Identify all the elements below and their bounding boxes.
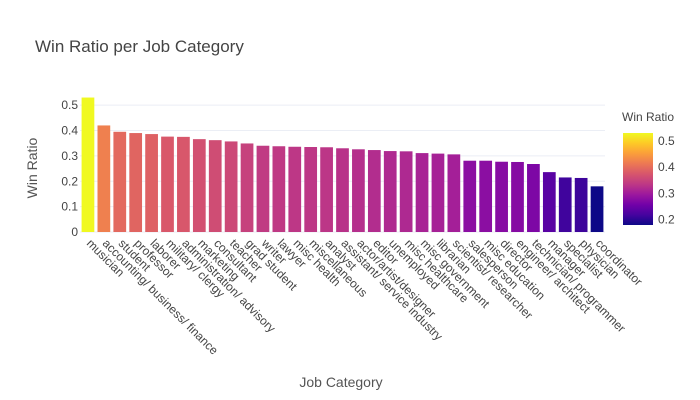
colorbar-ticks: 0.2 0.3 0.4 0.5	[658, 134, 675, 227]
bar	[145, 134, 158, 232]
bar	[113, 131, 127, 232]
bar	[352, 149, 365, 232]
colorbar-title: Win Ratio	[622, 110, 674, 124]
bar	[431, 153, 445, 232]
bar	[383, 151, 397, 232]
bar	[495, 161, 508, 232]
bar	[272, 146, 286, 232]
colorbar-tick-label: 0.2	[658, 213, 675, 227]
bar	[97, 125, 111, 232]
bar	[511, 161, 524, 232]
bar	[208, 140, 222, 232]
y-tick-label: 0.1	[61, 200, 78, 214]
y-tick-label: 0.2	[61, 174, 78, 188]
bar	[415, 153, 429, 232]
y-tick-label: 0.5	[61, 98, 78, 112]
bar	[367, 150, 381, 232]
bar	[81, 97, 95, 232]
y-axis-ticks: 0 0.1 0.2 0.3 0.4 0.5	[61, 98, 78, 239]
x-axis-title: Job Category	[299, 374, 382, 390]
bar	[288, 146, 302, 232]
bar	[304, 147, 318, 232]
bar	[256, 145, 270, 232]
bar	[542, 172, 556, 232]
y-axis-title: Win Ratio	[24, 137, 40, 198]
bar	[224, 141, 238, 232]
bar	[161, 136, 174, 232]
bar	[320, 147, 333, 232]
bar	[574, 177, 588, 232]
bar	[527, 164, 540, 232]
bar	[463, 160, 477, 232]
bar	[177, 136, 190, 232]
bars	[81, 97, 604, 232]
bar	[558, 177, 572, 232]
bar	[240, 143, 254, 232]
colorbar: Win Ratio 0.2 0.3 0.4 0.5	[622, 110, 675, 227]
bar	[399, 151, 413, 232]
bar	[192, 139, 206, 232]
y-tick-label: 0	[71, 225, 78, 239]
bar	[336, 148, 349, 232]
bar	[447, 154, 461, 232]
y-tick-label: 0.3	[61, 149, 78, 163]
colorbar-tick-label: 0.5	[658, 134, 675, 148]
bar	[590, 186, 604, 232]
colorbar-tick-label: 0.4	[658, 160, 675, 174]
colorbar-gradient	[623, 133, 653, 225]
colorbar-tick-label: 0.3	[658, 186, 675, 200]
y-tick-label: 0.4	[61, 124, 78, 138]
chart-title: Win Ratio per Job Category	[35, 37, 244, 56]
bar	[479, 160, 493, 232]
bar	[129, 133, 143, 232]
